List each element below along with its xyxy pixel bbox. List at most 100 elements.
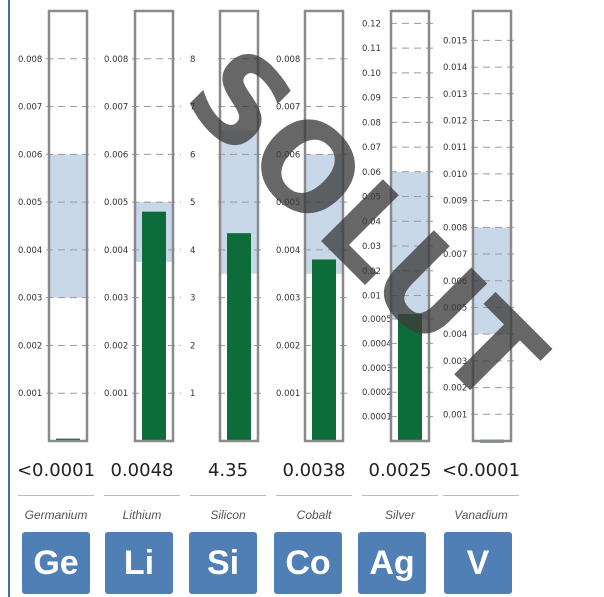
tick-label-germanium: 0.005	[18, 198, 42, 208]
value-label-vanadium: <0.0001	[441, 460, 521, 481]
symbol-tile-silicon: Si	[189, 532, 257, 594]
tick-label-germanium: 0.008	[18, 55, 42, 65]
tick-label-cobalt: 0.004	[276, 246, 300, 256]
gauge-frame-germanium	[47, 9, 89, 443]
tick-label-cobalt: 0.005	[276, 198, 300, 208]
tick-label-vanadium: 0.015	[443, 36, 467, 46]
tick-label-vanadium: 0.006	[443, 277, 467, 287]
value-label-germanium: <0.0001	[16, 460, 96, 481]
tick-label-cobalt: 0.008	[276, 55, 300, 65]
symbol-tile-germanium: Ge	[22, 532, 90, 594]
value-label-silicon: 4.35	[207, 460, 249, 481]
divider-lithium	[104, 495, 180, 496]
value-label-lithium: 0.0048	[110, 460, 174, 481]
value-bar-silicon	[227, 233, 251, 441]
tick-label-cobalt: 0.002	[276, 341, 300, 351]
tick-label-cobalt: 0.006	[276, 150, 300, 160]
tick-label-silver: 0.12	[362, 19, 381, 29]
gauge-frame-cobalt	[303, 9, 345, 443]
tick-label-vanadium: 0.003	[443, 357, 467, 367]
tick-label-lithium: 0.006	[104, 150, 128, 160]
tick-label-silicon: 1	[190, 389, 195, 399]
tick-label-lithium: 0.005	[104, 198, 128, 208]
tick-label-silver: 0.0001	[362, 413, 392, 423]
tick-label-silver: 0.02	[362, 267, 381, 277]
value-bar-lithium	[142, 211, 166, 441]
tick-label-lithium: 0.008	[104, 55, 128, 65]
tick-label-silver: 0.09	[362, 94, 381, 104]
tick-label-lithium: 0.001	[104, 389, 128, 399]
tick-label-silver: 0.08	[362, 118, 381, 128]
left-border-rule	[8, 0, 10, 597]
tick-label-silicon: 4	[190, 246, 195, 256]
tick-label-vanadium: 0.010	[443, 170, 467, 180]
tick-label-silver: 0.0002	[362, 388, 392, 398]
tick-label-germanium: 0.001	[18, 389, 42, 399]
element-name-silicon: Silicon	[210, 508, 246, 522]
gauge-frame-lithium	[133, 9, 175, 443]
tick-label-silicon: 6	[190, 150, 195, 160]
tick-label-vanadium: 0.008	[443, 223, 467, 233]
tick-label-silver: 0.10	[362, 69, 381, 79]
value-bar-silver	[398, 314, 422, 441]
gauge-frame-silicon	[218, 9, 260, 443]
tick-label-vanadium: 0.007	[443, 250, 467, 260]
tick-label-silver: 0.04	[362, 217, 381, 227]
element-name-germanium: Germanium	[24, 508, 88, 522]
element-name-cobalt: Cobalt	[296, 508, 332, 522]
symbol-tile-cobalt: Co	[274, 532, 342, 594]
tick-label-silver: 0.05	[362, 193, 381, 203]
tick-label-silicon: 2	[190, 341, 195, 351]
tick-label-cobalt: 0.003	[276, 294, 300, 304]
tick-label-vanadium: 0.001	[443, 410, 467, 420]
tick-label-silver: 0.0004	[362, 339, 392, 349]
tick-label-germanium: 0.007	[18, 103, 42, 113]
divider-silicon	[190, 495, 266, 496]
tick-label-vanadium: 0.014	[443, 63, 467, 73]
tick-label-vanadium: 0.013	[443, 90, 467, 100]
tick-label-silver: 0.03	[362, 242, 381, 252]
tick-label-germanium: 0.003	[18, 294, 42, 304]
tick-label-germanium: 0.006	[18, 150, 42, 160]
tick-label-lithium: 0.004	[104, 246, 128, 256]
tick-label-lithium: 0.002	[104, 341, 128, 351]
tick-label-silver: 0.0005	[362, 315, 392, 325]
gauge-frame-vanadium	[471, 9, 513, 443]
tick-label-silicon: 5	[190, 198, 195, 208]
tick-label-lithium: 0.003	[104, 294, 128, 304]
tick-label-silver: 0.07	[362, 143, 381, 153]
tick-label-vanadium: 0.005	[443, 303, 467, 313]
tick-label-silver: 0.0003	[362, 364, 392, 374]
tick-label-silver: 0.06	[362, 168, 381, 178]
element-gauges-chart: 0.001 0.002 0.003 0.004 0.005 0.006 0.007 0.008…	[18, 9, 519, 443]
value-label-silver: 0.0025	[368, 460, 432, 481]
tick-label-cobalt: 0.001	[276, 389, 300, 399]
symbol-tile-lithium: Li	[105, 532, 173, 594]
range-band-germanium	[49, 154, 87, 298]
divider-silver	[362, 495, 438, 496]
value-label-cobalt: 0.0038	[282, 460, 346, 481]
range-band-silver	[391, 171, 429, 319]
tick-label-silver: 0.01	[362, 291, 381, 301]
tick-label-vanadium: 0.004	[443, 330, 467, 340]
tick-label-cobalt: 0.007	[276, 103, 300, 113]
divider-vanadium	[443, 495, 519, 496]
range-band-vanadium	[473, 227, 511, 335]
symbol-tile-vanadium: V	[444, 532, 512, 594]
tick-label-silicon: 3	[190, 294, 195, 304]
tick-label-vanadium: 0.012	[443, 117, 467, 127]
tick-label-vanadium: 0.011	[443, 143, 467, 153]
tick-label-germanium: 0.002	[18, 341, 42, 351]
tick-label-vanadium: 0.009	[443, 197, 467, 207]
value-bar-cobalt	[312, 259, 336, 441]
divider-cobalt	[276, 495, 352, 496]
tick-label-germanium: 0.004	[18, 246, 42, 256]
divider-germanium	[18, 495, 94, 496]
symbol-tile-silver: Ag	[358, 532, 426, 594]
element-name-lithium: Lithium	[122, 508, 162, 522]
tick-label-silicon: 7	[190, 103, 195, 113]
element-name-vanadium: Vanadium	[454, 508, 508, 522]
tick-label-silver: 0.11	[362, 44, 381, 54]
gauge-frame-silver	[389, 9, 431, 443]
element-name-silver: Silver	[384, 508, 415, 522]
